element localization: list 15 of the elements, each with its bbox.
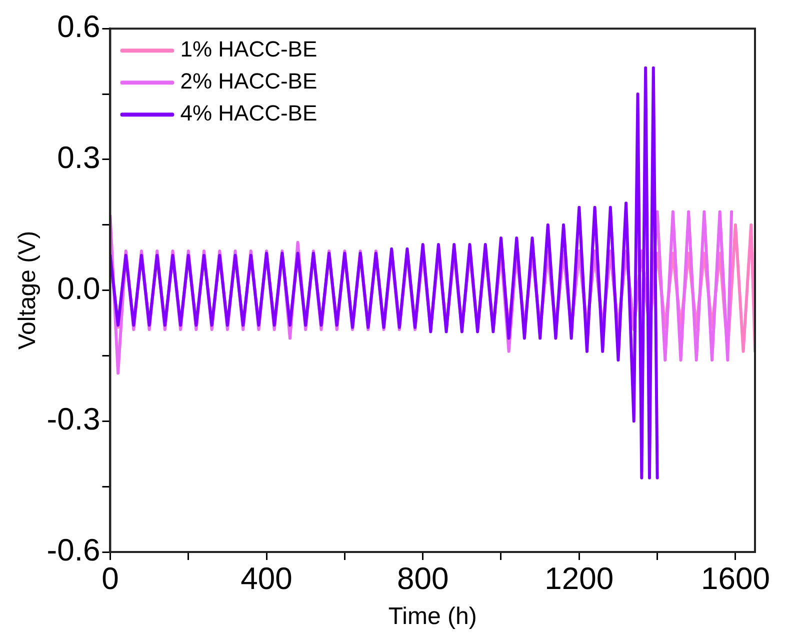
y-tick-label: 0.0 (57, 270, 100, 306)
x-tick-label: 400 (240, 561, 292, 596)
x-tick-label: 800 (396, 561, 449, 596)
y-axis-title: Voltage (V) (14, 230, 42, 350)
x-axis-title: Time (h) (388, 603, 477, 630)
legend-label: 4% HACC-BE (180, 100, 318, 126)
y-tick-label: 0.6 (57, 9, 100, 44)
y-tick-label: -0.6 (46, 532, 100, 568)
y-tick-label: -0.3 (46, 402, 100, 437)
x-tick-label: 1600 (700, 561, 770, 596)
x-tick-label: 0 (102, 561, 119, 596)
legend-label: 2% HACC-BE (180, 68, 318, 94)
y-tick-label: 0.3 (57, 140, 100, 175)
x-tick-label: 1200 (544, 561, 614, 596)
legend-label: 1% HACC-BE (180, 36, 318, 62)
